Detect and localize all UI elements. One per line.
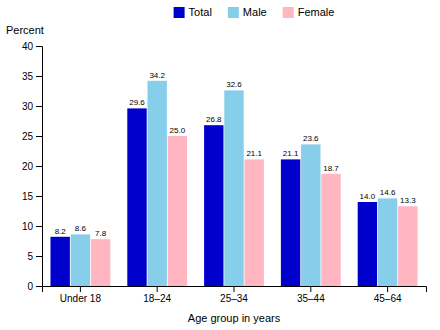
data-label: 23.6: [303, 134, 319, 143]
bar: [168, 136, 187, 286]
tick-label: 25: [22, 131, 34, 142]
tick: 18–24: [143, 286, 171, 304]
data-label: 14.0: [360, 192, 376, 201]
tick: 20: [22, 161, 42, 172]
data-label: 18.7: [323, 164, 339, 173]
tick-mark: [36, 46, 42, 47]
legend-item: Male: [228, 6, 267, 18]
y-axis: 0 5 10 15 20 25 30 35 40: [22, 41, 43, 292]
tick-label: 30: [22, 101, 34, 112]
data-label: 34.2: [149, 71, 165, 80]
legend-label: Male: [243, 6, 267, 18]
tick: 0: [27, 281, 42, 292]
bar: [378, 198, 397, 286]
data-label: 32.6: [226, 80, 242, 89]
tick-label: Under 18: [60, 293, 102, 304]
tick-label: 35–44: [297, 293, 325, 304]
data-label: 8.6: [75, 224, 87, 233]
axis-line: [36, 47, 43, 287]
chart: 0 5 10 15 20 25 30 35 40 Under 18 18–24 25–34 35–44 4…: [0, 0, 440, 330]
data-label: 25.0: [170, 126, 186, 135]
legend-label: Female: [298, 6, 335, 18]
bar: [91, 239, 110, 286]
tick: 15: [22, 191, 42, 202]
data-label: 14.6: [380, 188, 396, 197]
tick-mark: [234, 286, 235, 292]
tick-mark: [36, 196, 42, 197]
data-label: 21.1: [246, 149, 262, 158]
bar: [224, 90, 243, 286]
tick-mark: [36, 286, 42, 287]
tick-mark: [36, 106, 42, 107]
tick: 25: [22, 131, 42, 142]
data-labels: 8.2 29.6 26.8 21.1 14.0 8.6 34.2 32.6 23.6 14.6 7.…: [55, 71, 417, 238]
tick: 25–34: [220, 286, 248, 304]
bar: [71, 234, 90, 286]
bars: [50, 81, 417, 286]
plot: 0 5 10 15 20 25 30 35 40 Under 18 18–24 25–34 35–44 4…: [22, 41, 427, 304]
data-label: 26.8: [206, 115, 222, 124]
legend-label: Total: [189, 6, 212, 18]
tick: 5: [27, 251, 42, 262]
x-axis-title: Age group in years: [188, 312, 281, 324]
tick-label: 18–24: [143, 293, 171, 304]
bar: [204, 125, 223, 286]
tick-label: 35: [22, 71, 34, 82]
tick: 10: [22, 221, 42, 232]
tick-mark: [157, 286, 158, 292]
tick-mark: [36, 136, 42, 137]
tick: 45–64: [374, 286, 402, 304]
tick-label: 5: [27, 251, 33, 262]
bar: [50, 237, 69, 286]
bar: [147, 81, 166, 286]
bar: [245, 159, 264, 286]
tick: 35: [22, 71, 42, 82]
tick-mark: [387, 286, 388, 292]
legend: Total Male Female: [174, 6, 335, 18]
tick-label: 45–64: [374, 293, 402, 304]
legend-swatch: [174, 7, 185, 18]
bar: [321, 174, 340, 286]
legend-swatch: [228, 7, 239, 18]
data-label: 29.6: [129, 98, 145, 107]
tick-mark: [36, 256, 42, 257]
tick-mark: [36, 166, 42, 167]
axis-line: [43, 287, 427, 293]
legend-item: Female: [283, 6, 335, 18]
y-axis-title: Percent: [6, 24, 44, 36]
data-label: 8.2: [55, 227, 67, 236]
bar: [127, 108, 146, 286]
tick-mark: [36, 76, 42, 77]
data-label: 21.1: [283, 149, 299, 158]
bar: [358, 202, 377, 286]
tick: Under 18: [60, 286, 102, 304]
tick-label: 15: [22, 191, 34, 202]
tick: 35–44: [297, 286, 325, 304]
x-axis: Under 18 18–24 25–34 35–44 45–64: [43, 286, 427, 304]
tick-label: 0: [27, 281, 33, 292]
tick-label: 20: [22, 161, 34, 172]
legend-swatch: [283, 7, 294, 18]
tick-label: 40: [22, 41, 34, 52]
bar: [281, 159, 300, 286]
bar: [301, 144, 320, 286]
tick-mark: [310, 286, 311, 292]
data-label: 7.8: [95, 229, 107, 238]
data-label: 13.3: [400, 196, 416, 205]
tick-label: 10: [22, 221, 34, 232]
tick: 30: [22, 101, 42, 112]
tick-label: 25–34: [220, 293, 248, 304]
legend-item: Total: [174, 6, 212, 18]
tick-mark: [80, 286, 81, 292]
tick-mark: [36, 226, 42, 227]
bar: [398, 206, 417, 286]
tick: 40: [22, 41, 42, 52]
